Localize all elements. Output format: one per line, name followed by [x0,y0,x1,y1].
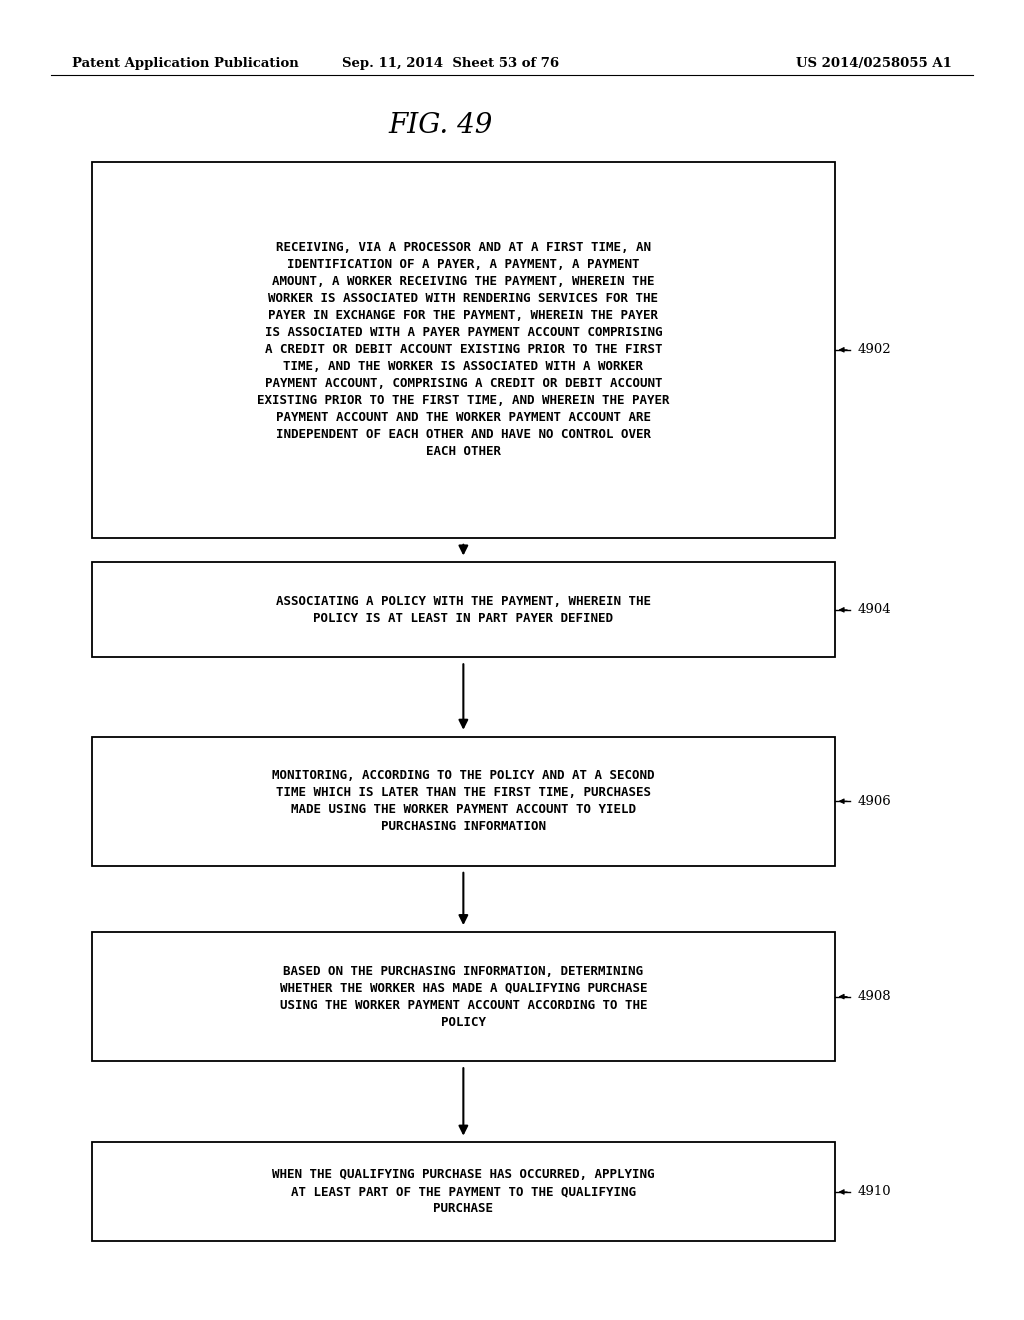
Bar [92,562,835,657]
Bar [92,162,835,539]
Text: WHEN THE QUALIFYING PURCHASE HAS OCCURRED, APPLYING
AT LEAST PART OF THE PAYMENT: WHEN THE QUALIFYING PURCHASE HAS OCCURRE… [272,1168,654,1216]
Text: 4910: 4910 [857,1185,891,1199]
Text: ASSOCIATING A POLICY WITH THE PAYMENT, WHEREIN THE
POLICY IS AT LEAST IN PART PA: ASSOCIATING A POLICY WITH THE PAYMENT, W… [275,595,651,624]
Text: FIG. 49: FIG. 49 [388,112,493,139]
Text: 4908: 4908 [857,990,891,1003]
Text: Sep. 11, 2014  Sheet 53 of 76: Sep. 11, 2014 Sheet 53 of 76 [342,57,559,70]
Text: RECEIVING, VIA A PROCESSOR AND AT A FIRST TIME, AN
IDENTIFICATION OF A PAYER, A : RECEIVING, VIA A PROCESSOR AND AT A FIRS… [257,242,670,458]
Text: 4902: 4902 [857,343,891,356]
Text: US 2014/0258055 A1: US 2014/0258055 A1 [797,57,952,70]
Text: BASED ON THE PURCHASING INFORMATION, DETERMINING
WHETHER THE WORKER HAS MADE A Q: BASED ON THE PURCHASING INFORMATION, DET… [280,965,647,1028]
Bar [92,737,835,866]
Text: 4906: 4906 [857,795,891,808]
Text: 4904: 4904 [857,603,891,616]
Bar [92,932,835,1061]
Text: MONITORING, ACCORDING TO THE POLICY AND AT A SECOND
TIME WHICH IS LATER THAN THE: MONITORING, ACCORDING TO THE POLICY AND … [272,770,654,833]
Bar [92,1142,835,1241]
Text: Patent Application Publication: Patent Application Publication [72,57,298,70]
